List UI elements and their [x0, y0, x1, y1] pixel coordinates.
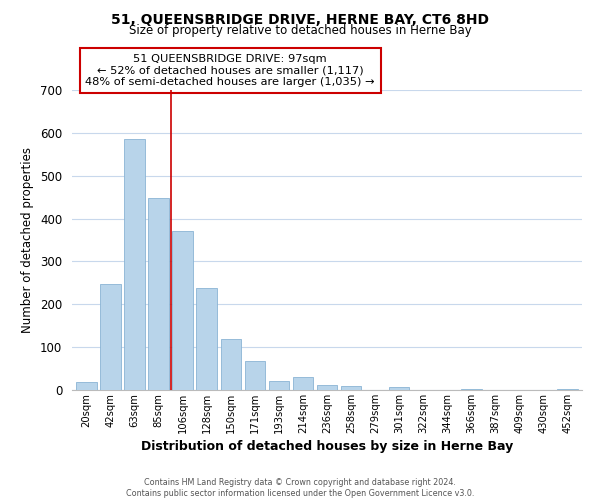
Text: 51 QUEENSBRIDGE DRIVE: 97sqm
← 52% of detached houses are smaller (1,117)
48% of: 51 QUEENSBRIDGE DRIVE: 97sqm ← 52% of de… — [85, 54, 375, 87]
Text: 51, QUEENSBRIDGE DRIVE, HERNE BAY, CT6 8HD: 51, QUEENSBRIDGE DRIVE, HERNE BAY, CT6 8… — [111, 12, 489, 26]
Y-axis label: Number of detached properties: Number of detached properties — [22, 147, 34, 333]
Bar — [341, 386, 361, 390]
Bar — [293, 377, 313, 390]
Bar — [317, 385, 337, 390]
Bar — [461, 388, 482, 390]
Bar — [124, 140, 145, 390]
Bar — [557, 389, 578, 390]
Bar — [100, 284, 121, 390]
Text: Size of property relative to detached houses in Herne Bay: Size of property relative to detached ho… — [128, 24, 472, 37]
Bar — [172, 230, 193, 390]
Bar — [221, 338, 241, 390]
Bar — [148, 198, 169, 390]
Bar — [269, 380, 289, 390]
Bar — [389, 386, 409, 390]
Bar — [245, 361, 265, 390]
Bar — [76, 382, 97, 390]
X-axis label: Distribution of detached houses by size in Herne Bay: Distribution of detached houses by size … — [141, 440, 513, 453]
Text: Contains HM Land Registry data © Crown copyright and database right 2024.
Contai: Contains HM Land Registry data © Crown c… — [126, 478, 474, 498]
Bar — [196, 288, 217, 390]
